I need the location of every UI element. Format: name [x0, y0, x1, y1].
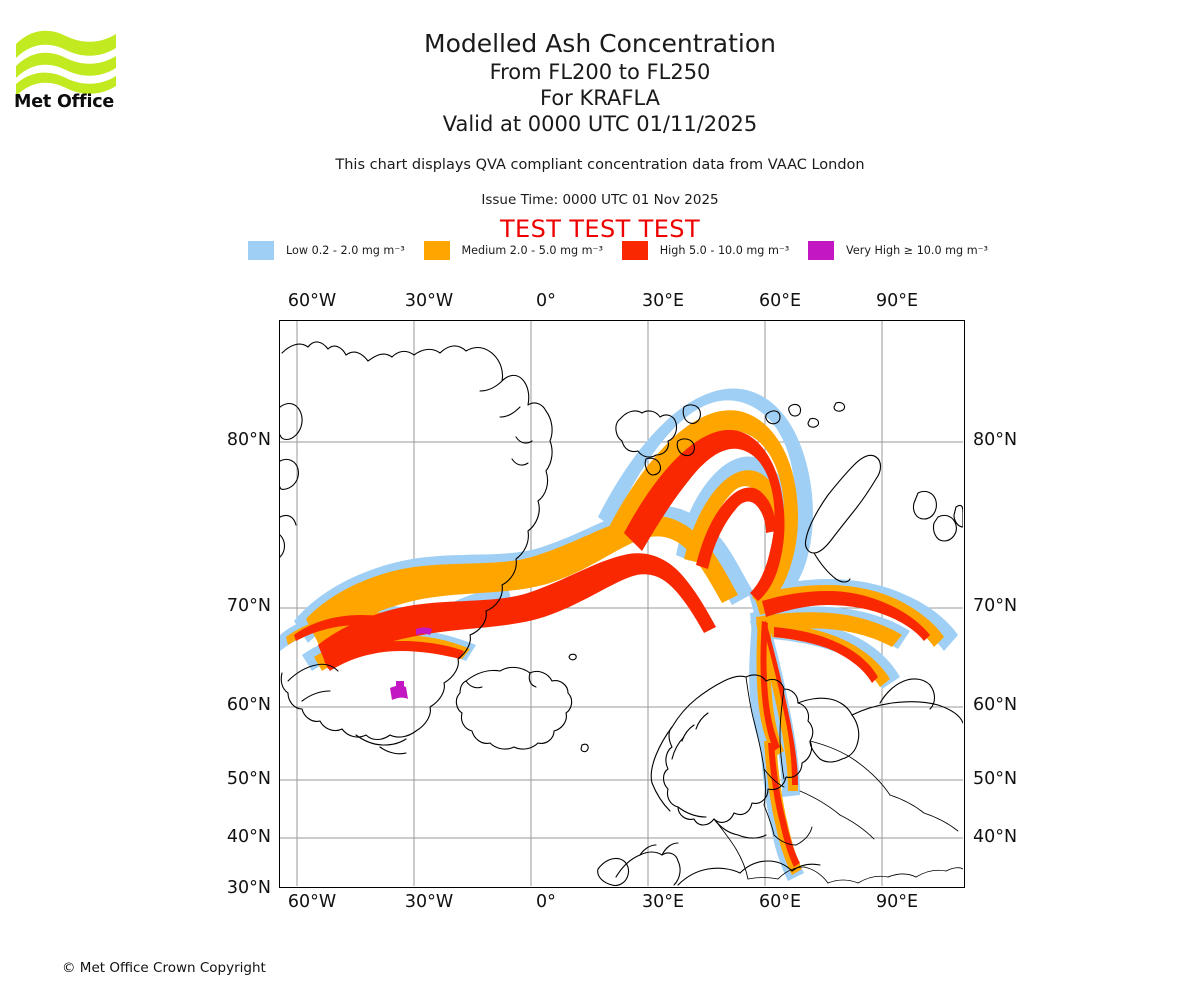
axis-label-bottom-3: 30°E [641, 892, 685, 912]
ash-concentration-map [279, 320, 965, 888]
legend-swatch-high [621, 240, 648, 260]
legend-low: Low 0.2 - 2.0 mg m⁻³ [248, 240, 405, 260]
ash-plume [280, 388, 958, 881]
axis-label-bottom-1: 30°W [404, 892, 454, 912]
axis-label-top-1: 30°W [404, 291, 454, 311]
legend-label-medium: Medium 2.0 - 5.0 mg m⁻³ [461, 243, 603, 257]
legend-label-very-high: Very High ≥ 10.0 mg m⁻³ [846, 243, 988, 257]
axis-label-top-4: 60°E [758, 291, 802, 311]
axis-label-right-3: 50°N [973, 769, 1018, 789]
met-office-logo-text: Met Office [14, 92, 115, 112]
legend-high: High 5.0 - 10.0 mg m⁻³ [621, 240, 790, 260]
axis-label-top-3: 30°E [641, 291, 685, 311]
axis-label-left-5: 30°N [226, 878, 271, 898]
legend-swatch-low [248, 240, 274, 260]
legend-label-high: High 5.0 - 10.0 mg m⁻³ [659, 243, 790, 257]
axis-label-left-1: 70°N [226, 596, 271, 616]
axis-label-right-2: 60°N [973, 695, 1018, 715]
legend-very-high: Very High ≥ 10.0 mg m⁻³ [808, 240, 988, 260]
plume-very-high [390, 627, 432, 700]
axis-label-top-2: 0° [536, 291, 556, 311]
graticule [280, 321, 963, 886]
plume-high [294, 429, 930, 867]
axis-label-left-0: 80°N [226, 430, 271, 450]
page-title: Modelled Ash Concentration From FL200 to… [0, 28, 1200, 137]
axis-label-bottom-4: 60°E [758, 892, 802, 912]
concentration-legend: Low 0.2 - 2.0 mg m⁻³ Medium 2.0 - 5.0 mg… [248, 240, 988, 260]
met-office-logo [14, 22, 119, 112]
axis-label-right-4: 40°N [973, 827, 1018, 847]
copyright-notice: © Met Office Crown Copyright [62, 960, 266, 976]
title-line-3: For KRAFLA [540, 86, 660, 110]
axis-label-bottom-5: 90°E [875, 892, 919, 912]
axis-label-right-1: 70°N [973, 596, 1018, 616]
axis-label-left-2: 60°N [226, 695, 271, 715]
axis-label-left-4: 40°N [226, 827, 271, 847]
axis-label-right-0: 80°N [973, 430, 1018, 450]
legend-medium: Medium 2.0 - 5.0 mg m⁻³ [423, 240, 603, 260]
axis-label-top-0: 60°W [287, 291, 337, 311]
title-line-1: Modelled Ash Concentration [424, 29, 776, 58]
chart-subtitle: This chart displays QVA compliant concen… [335, 157, 865, 173]
axis-label-bottom-0: 60°W [287, 892, 337, 912]
test-stamp: TEST TEST TEST [499, 215, 700, 243]
axis-label-bottom-2: 0° [536, 892, 556, 912]
legend-label-low: Low 0.2 - 2.0 mg m⁻³ [286, 243, 405, 257]
axis-label-top-5: 90°E [875, 291, 919, 311]
axis-label-left-3: 50°N [226, 769, 271, 789]
title-line-4: Valid at 0000 UTC 01/11/2025 [442, 112, 758, 136]
legend-swatch-medium [423, 240, 450, 260]
issue-time: Issue Time: 0000 UTC 01 Nov 2025 [481, 192, 719, 208]
title-line-2: From FL200 to FL250 [489, 60, 711, 84]
coastlines [280, 341, 963, 886]
legend-swatch-very-high [808, 240, 835, 260]
